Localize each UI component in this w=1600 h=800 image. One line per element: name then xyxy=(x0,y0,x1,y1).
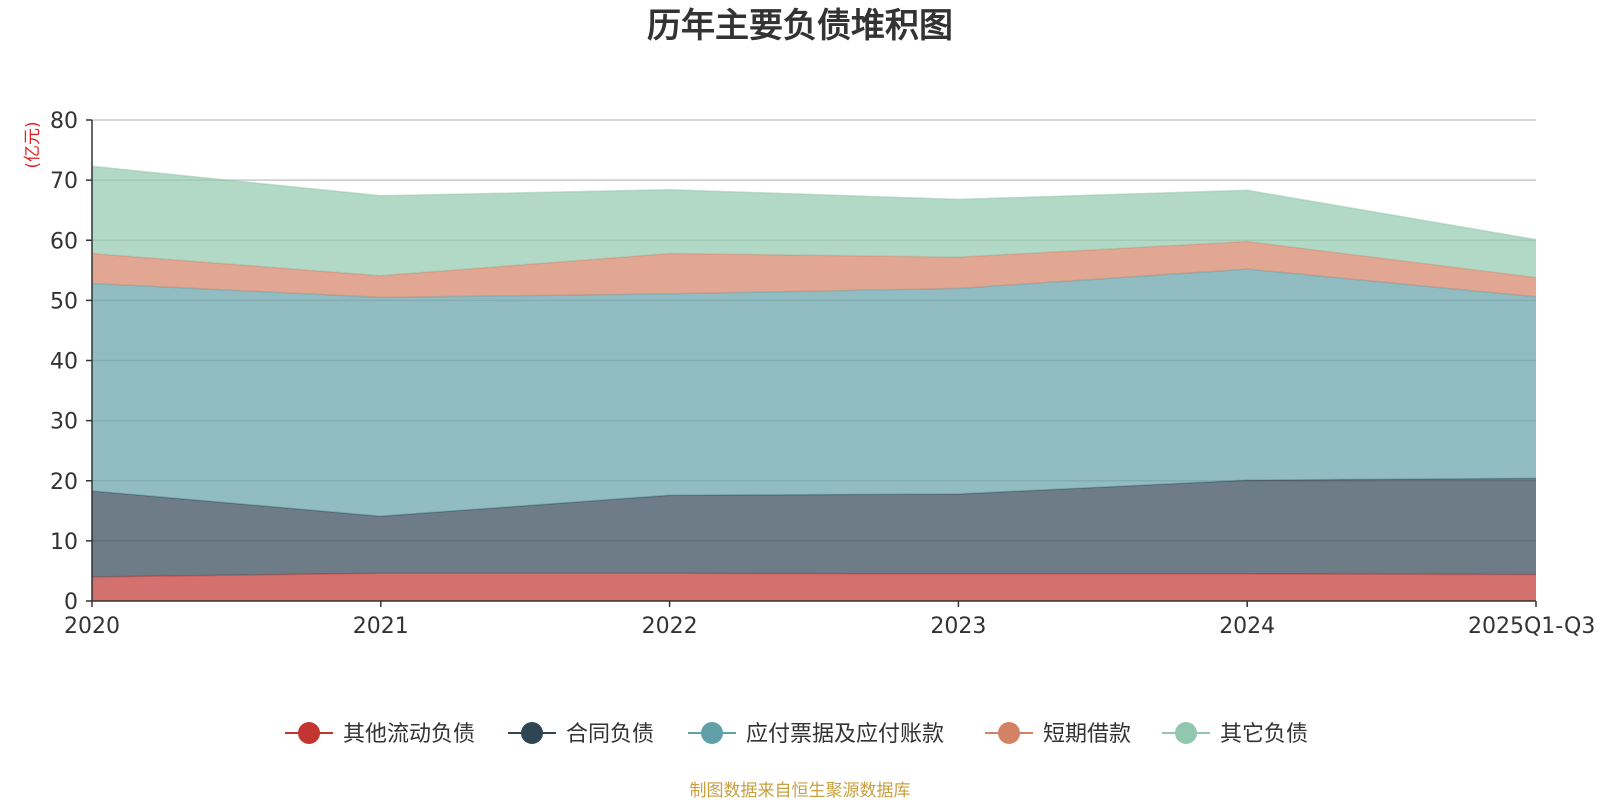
axes: 0 10 20 30 40 50 60 70 80 2020 2021 2022 2023 2024 202… xyxy=(50,109,1595,639)
x-tick-label: 2025Q1-Q3 xyxy=(1468,614,1595,639)
area-series-3[interactable] xyxy=(92,241,1536,298)
legend-label: 应付票据及应付账款 xyxy=(746,722,944,747)
area-series-edge-4 xyxy=(91,165,1537,241)
area-series-4[interactable] xyxy=(92,166,1536,278)
legend-dot-marker xyxy=(521,722,543,744)
x-tick-label: 2022 xyxy=(642,614,698,639)
legend-item-3[interactable]: 短期借款 xyxy=(985,722,1131,747)
y-tick-label: 60 xyxy=(50,229,78,254)
data-source-note: 制图数据来自恒生聚源数据库 xyxy=(690,781,911,800)
y-tick-label: 70 xyxy=(50,169,78,194)
legend-item-1[interactable]: 合同负债 xyxy=(508,722,654,747)
legend-item-0[interactable]: 其他流动负债 xyxy=(285,722,475,747)
legend-label: 其他流动负债 xyxy=(343,722,475,747)
area-series-2[interactable] xyxy=(92,269,1536,517)
legend-dot-marker xyxy=(1175,722,1197,744)
area-series-1[interactable] xyxy=(92,478,1536,577)
y-tick-label: 20 xyxy=(50,470,78,495)
area-series-0[interactable] xyxy=(92,573,1536,601)
y-tick-label: 50 xyxy=(50,289,78,314)
legend-dot-marker xyxy=(998,722,1020,744)
x-tick-label: 2024 xyxy=(1219,614,1275,639)
y-tick-label: 0 xyxy=(64,590,78,615)
legend-label: 其它负债 xyxy=(1220,722,1308,747)
legend-item-2[interactable]: 应付票据及应付账款 xyxy=(688,722,944,747)
y-tick-label: 30 xyxy=(50,410,78,435)
legend-label: 合同负债 xyxy=(566,722,654,747)
legend-dot-marker xyxy=(298,722,320,744)
legend-dot-marker xyxy=(701,722,723,744)
chart-title: 历年主要负债堆积图 xyxy=(647,6,953,46)
legend[interactable]: 其他流动负债 合同负债 应付票据及应付账款 短期借款 其它负债 xyxy=(285,722,1308,747)
y-axis-unit-label: (亿元) xyxy=(23,121,43,168)
y-tick-label: 10 xyxy=(50,530,78,555)
area-series-group xyxy=(91,165,1537,601)
x-tick-label: 2021 xyxy=(353,614,409,639)
y-tick-label: 80 xyxy=(50,109,78,134)
legend-item-4[interactable]: 其它负债 xyxy=(1162,722,1308,747)
x-tick-label: 2023 xyxy=(930,614,986,639)
x-tick-label: 2020 xyxy=(64,614,120,639)
y-tick-label: 40 xyxy=(50,350,78,375)
legend-label: 短期借款 xyxy=(1043,722,1131,747)
